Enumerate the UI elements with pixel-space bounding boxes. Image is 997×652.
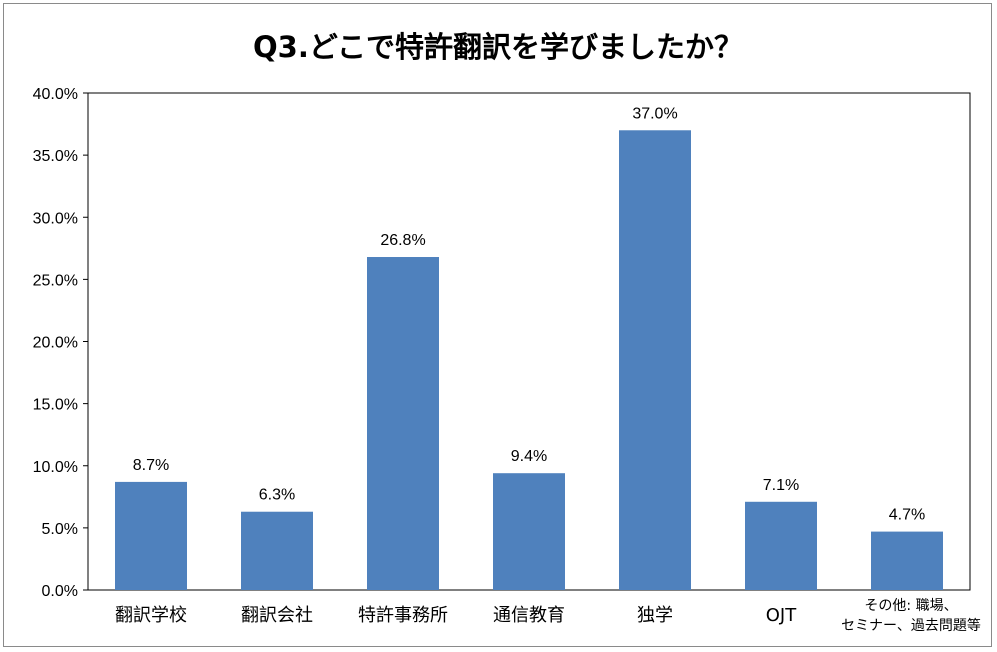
data-label: 8.7% — [133, 457, 169, 474]
x-tick-label: 翻訳会社 — [241, 605, 313, 626]
value-labels: 8.7% 6.3% 26.8% 9.4% 37.0% 7.1% 4.7% — [133, 105, 925, 523]
x-tick-label: その他: 職場、セミナー、過去問題等 — [841, 598, 981, 634]
y-tick-label: 10.0% — [33, 459, 78, 476]
y-tick-label: 15.0% — [33, 397, 78, 414]
data-label: 37.0% — [632, 105, 677, 122]
data-label: 6.3% — [259, 487, 295, 504]
bar — [619, 130, 691, 590]
x-tick-label: 翻訳学校 — [115, 605, 187, 626]
y-tick-label: 0.0% — [42, 583, 78, 600]
bar — [241, 511, 313, 590]
x-tick-label-line: セミナー、過去問題等 — [841, 617, 981, 634]
y-tick-label: 35.0% — [33, 148, 78, 165]
data-label: 9.4% — [511, 448, 547, 465]
x-tick-label-line: その他: 職場、 — [864, 598, 957, 614]
y-tick-label: 20.0% — [33, 335, 78, 352]
bar — [493, 473, 565, 590]
bar — [115, 481, 187, 590]
x-tick-label: OJT — [766, 605, 797, 626]
x-axis: 翻訳学校 翻訳会社 特許事務所 通信教育 独学 OJT その他: 職場、セミナー、過去問題等 — [115, 598, 981, 634]
x-tick-label: 通信教育 — [493, 605, 565, 626]
data-label: 26.8% — [380, 232, 425, 249]
bar — [871, 531, 943, 590]
chart-title: Q3.どこで特許翻訳を学びましたか？ — [253, 30, 743, 64]
y-tick-label: 25.0% — [33, 272, 78, 289]
bar — [745, 501, 817, 590]
data-label: 4.7% — [889, 507, 925, 524]
x-tick-label: 特許事務所 — [358, 605, 448, 626]
bars — [115, 130, 943, 590]
y-axis: 0.0% 5.0% 10.0% 15.0% 20.0% 25.0% 30.0% 35.0% 40… — [33, 86, 88, 600]
y-tick-label: 40.0% — [33, 86, 78, 103]
y-tick-label: 5.0% — [42, 521, 78, 538]
y-tick-label: 30.0% — [33, 210, 78, 227]
x-tick-label: 独学 — [637, 605, 673, 626]
data-label: 7.1% — [763, 477, 799, 494]
bar — [367, 257, 439, 590]
